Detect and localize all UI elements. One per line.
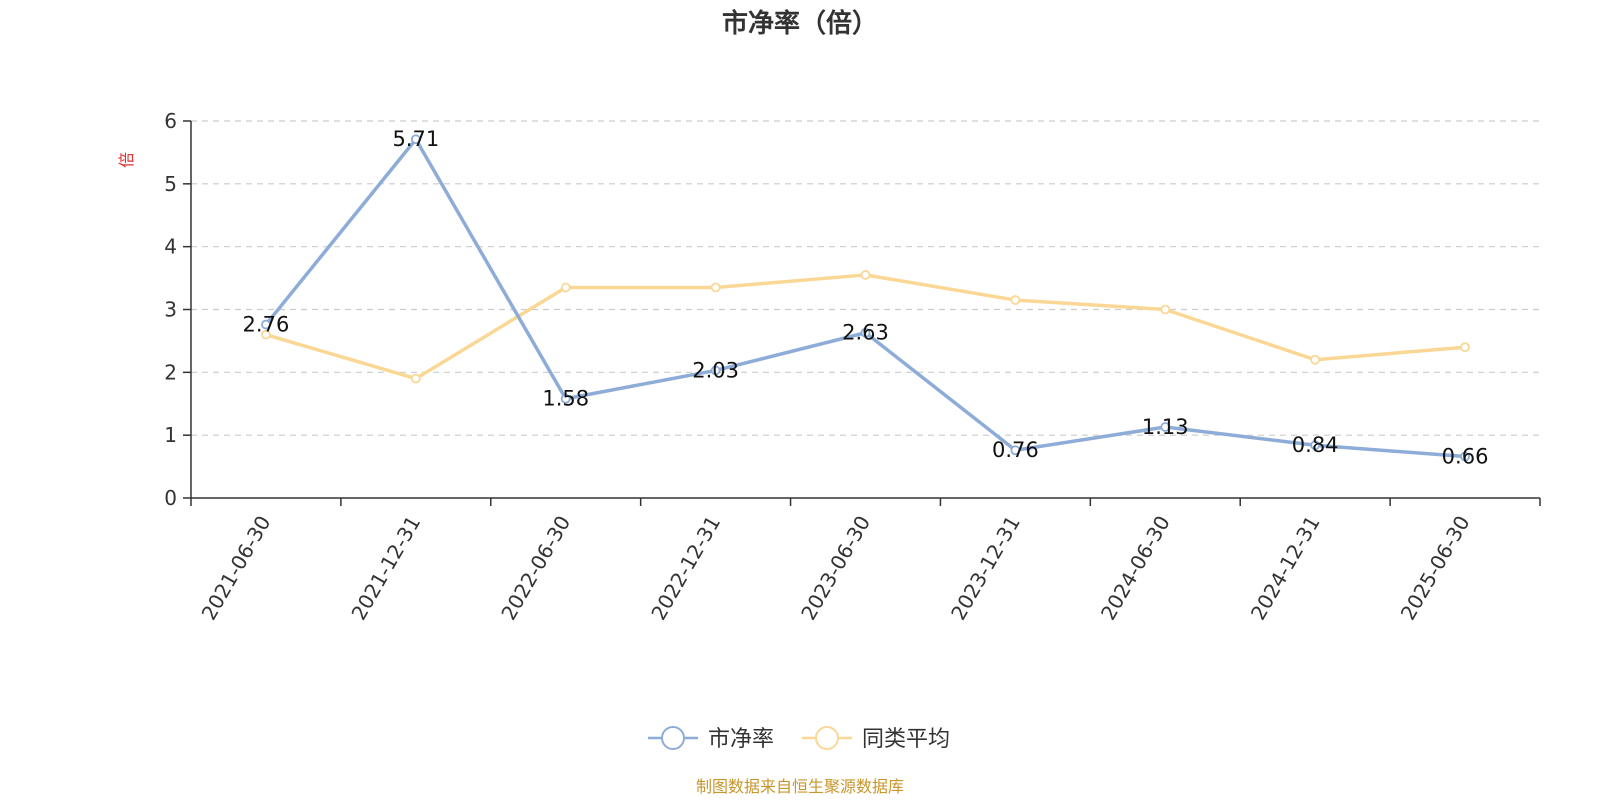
x-tick-label: 2021-12-31 (346, 512, 425, 625)
data-point (261, 329, 271, 340)
y-tick-label: 4 (164, 235, 177, 259)
data-label: 0.66 (1442, 445, 1489, 469)
data-label: 1.58 (542, 387, 589, 411)
data-point (860, 327, 871, 338)
legend-label: 同类平均 (862, 727, 950, 752)
series-line (264, 137, 1466, 459)
data-label: 2.63 (842, 321, 889, 345)
y-tick-label: 5 (164, 172, 177, 196)
x-tick-label: 2022-06-30 (496, 512, 575, 625)
data-point (410, 373, 421, 384)
x-tick-label: 2023-06-30 (796, 512, 875, 625)
data-point (1310, 354, 1321, 365)
data-point (1160, 422, 1171, 432)
x-tick-label: 2023-12-31 (946, 512, 1025, 625)
data-point (1460, 342, 1470, 353)
y-tick-label: 3 (164, 298, 177, 322)
legend-marker (661, 726, 685, 750)
source-note: 制图数据来自恒生聚源数据库 (696, 777, 904, 796)
y-tick-label: 6 (164, 109, 177, 133)
y-tick-label: 1 (164, 423, 177, 447)
grid-lines (191, 120, 1540, 436)
data-point (1460, 451, 1470, 462)
x-tick-label: 2021-06-30 (197, 512, 276, 625)
data-label: 0.84 (1292, 433, 1339, 457)
chart-title: 市净率（倍） (722, 8, 878, 39)
legend-label: 市净率 (708, 727, 774, 752)
legend: 市净率 同类平均 (648, 726, 950, 752)
series-lines (261, 134, 1470, 462)
y-tick-label: 2 (164, 360, 177, 384)
data-label: 2.76 (243, 313, 290, 337)
data-point (410, 134, 421, 145)
data-labels: 2.76 5.71 1.58 2.03 2.63 0.76 1.13 0.84 0.66 (243, 127, 1489, 468)
x-tick-label: 2025-06-30 (1396, 512, 1475, 625)
data-label: 0.76 (992, 438, 1039, 462)
data-label: 2.03 (692, 358, 739, 382)
y-axis-label: 倍 (117, 152, 136, 168)
x-tick-label: 2024-06-30 (1096, 512, 1175, 625)
y-tick-label: 0 (164, 486, 177, 510)
data-point (261, 319, 271, 330)
x-tick-label: 2022-12-31 (646, 512, 725, 625)
data-point (1310, 440, 1321, 451)
data-label: 5.71 (392, 127, 439, 151)
data-point (560, 393, 571, 404)
data-point (860, 270, 871, 280)
data-point (1160, 304, 1171, 315)
data-label: 1.13 (1142, 415, 1189, 439)
data-point (1010, 295, 1021, 305)
data-point (1010, 445, 1021, 456)
data-point (560, 282, 571, 293)
data-point (710, 282, 721, 293)
data-point (710, 365, 721, 376)
x-tick-label: 2024-12-31 (1246, 512, 1325, 625)
legend-marker (815, 726, 839, 750)
